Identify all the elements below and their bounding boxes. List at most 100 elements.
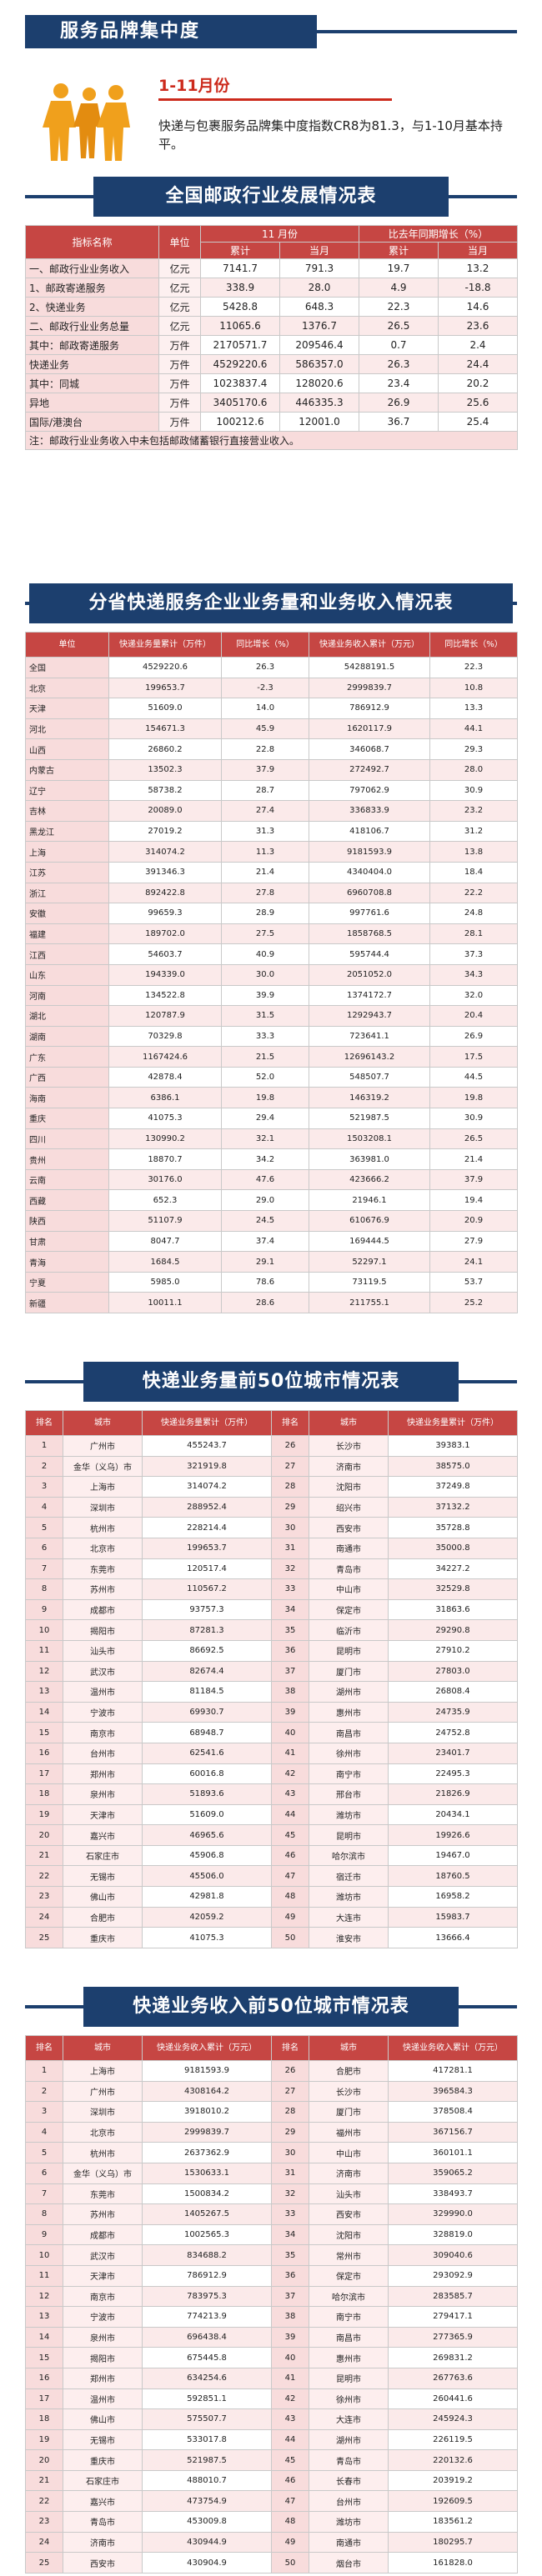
- city-cell: 佛山市: [63, 1886, 143, 1908]
- province-cell: 重庆: [25, 1108, 109, 1129]
- national-table: 指标名称 单位 11 月份 比去年同期增长（%） 累计 当月 累计 当月 一、邮…: [25, 225, 518, 450]
- city-revenue-title: 快递业务收入前50位城市情况表: [83, 1987, 459, 2027]
- value-cell: 2637362.9: [142, 2142, 272, 2163]
- rank-cell: 37: [271, 1660, 309, 1683]
- value-cell: 488010.7: [142, 2469, 272, 2492]
- value-cell: 634254.6: [142, 2367, 272, 2389]
- city-cell: 杭州市: [63, 1517, 143, 1538]
- rank-cell: 50: [271, 2552, 309, 2573]
- value-cell: 791.3: [279, 258, 359, 278]
- header-indicator: 指标名称: [25, 225, 159, 259]
- value-cell: 52.0: [221, 1066, 309, 1088]
- value-cell: 1405267.5: [142, 2203, 272, 2225]
- city-cell: 沈阳市: [309, 2223, 389, 2246]
- value-cell: 226119.5: [388, 2428, 518, 2451]
- unit-cell: 万件: [158, 373, 201, 393]
- value-cell: 22.3: [429, 657, 518, 678]
- city-cell: 嘉兴市: [63, 2490, 143, 2513]
- value-cell: 18.4: [429, 861, 518, 883]
- value-cell: 21.5: [221, 1046, 309, 1068]
- rank-cell: 4: [25, 1496, 63, 1518]
- province-cell: 广东: [25, 1046, 109, 1068]
- table-row: 4 北京市 2999839.7 29 福州市 367156.7: [25, 2121, 518, 2143]
- value-cell: 31863.6: [388, 1598, 518, 1621]
- city-cell: 中山市: [309, 1578, 389, 1600]
- table-row: 安徽 99659.3 28.9 997761.6 24.8: [25, 903, 518, 924]
- rank-cell: 14: [25, 2326, 63, 2348]
- rank-cell: 37: [271, 2285, 309, 2308]
- rank-cell: 1: [25, 2060, 63, 2082]
- indicator-cell: 其中：邮政寄递服务: [25, 335, 159, 355]
- city-cell: 天津市: [63, 1803, 143, 1826]
- city-cell: 无锡市: [63, 2428, 143, 2451]
- city-cell: 北京市: [63, 1537, 143, 1559]
- rank-cell: 22: [25, 1865, 63, 1888]
- rank-cell: 44: [271, 2428, 309, 2451]
- unit-cell: 万件: [158, 354, 201, 374]
- table-row: 13 宁波市 774213.9 38 南宁市 279417.1: [25, 2306, 518, 2328]
- province-cell: 四川: [25, 1128, 109, 1150]
- table-row: 10 武汉市 834688.2 35 常州市 309040.6: [25, 2244, 518, 2266]
- city-cell: 西安市: [309, 2203, 389, 2225]
- unit-cell: 亿元: [158, 297, 201, 317]
- table-row: 23 佛山市 42981.8 48 潍坊市 16958.2: [25, 1886, 518, 1908]
- rank-cell: 30: [271, 1517, 309, 1538]
- rank-cell: 15: [25, 2347, 63, 2368]
- value-cell: 321919.8: [142, 1455, 272, 1478]
- header-cell: 快递业务收入累计（万元）: [388, 2035, 518, 2061]
- value-cell: 12001.0: [279, 412, 359, 432]
- rank-cell: 8: [25, 2203, 63, 2225]
- value-cell: 21.4: [429, 1148, 518, 1170]
- province-table: 单位 快递业务量累计（万件） 同比增长（%） 快递业务收入累计（万元） 同比增长（%） …: [25, 632, 518, 1313]
- province-cell: 吉林: [25, 800, 109, 822]
- table-row: 湖北 120787.9 31.5 1292943.7 20.4: [25, 1005, 518, 1027]
- rank-cell: 41: [271, 1742, 309, 1764]
- value-cell: 1023837.4: [200, 373, 280, 393]
- value-cell: 430944.9: [142, 2531, 272, 2553]
- value-cell: 23.4: [359, 373, 439, 393]
- value-cell: 27.9: [429, 1230, 518, 1253]
- rank-cell: 43: [271, 1783, 309, 1805]
- rank-cell: 41: [271, 2367, 309, 2389]
- table-row: 四川 130990.2 32.1 1503208.1 26.5: [25, 1128, 518, 1150]
- city-cell: 惠州市: [309, 2347, 389, 2368]
- table-row: 广东 1167424.6 21.5 12696143.2 17.5: [25, 1046, 518, 1068]
- table-row: 黑龙江 27019.2 31.3 418106.7 31.2: [25, 820, 518, 843]
- value-cell: 30.0: [221, 963, 309, 986]
- city-cell: 嘉兴市: [63, 1824, 143, 1846]
- table-row: 15 揭阳市 675445.8 40 惠州市 269831.2: [25, 2347, 518, 2368]
- header-cell: 城市: [309, 1410, 389, 1436]
- rank-cell: 7: [25, 1558, 63, 1580]
- table-row: 24 济南市 430944.9 49 南通市 180295.7: [25, 2531, 518, 2553]
- city-cell: 济南市: [63, 2531, 143, 2553]
- value-cell: 269831.2: [388, 2347, 518, 2368]
- value-cell: 28.7: [221, 779, 309, 802]
- value-cell: 1292943.7: [309, 1005, 430, 1027]
- table-row: 16 郑州市 634254.6 41 昆明市 267763.6: [25, 2367, 518, 2389]
- value-cell: 314074.2: [142, 1476, 272, 1498]
- rank-cell: 32: [271, 1558, 309, 1580]
- value-cell: 1167424.6: [108, 1046, 222, 1068]
- table-row: 2 金华（义乌）市 321919.8 27 济南市 38575.0: [25, 1455, 518, 1478]
- header-cell: 快递业务收入累计（万元）: [142, 2035, 272, 2061]
- value-cell: 783975.3: [142, 2285, 272, 2308]
- table-row: 20 嘉兴市 46965.6 45 昆明市 19926.6: [25, 1824, 518, 1846]
- city-cell: 惠州市: [309, 1701, 389, 1723]
- city-cell: 苏州市: [63, 1578, 143, 1600]
- rank-cell: 25: [25, 2552, 63, 2573]
- city-cell: 临沂市: [309, 1619, 389, 1641]
- rank-cell: 31: [271, 2162, 309, 2184]
- city-cell: 石家庄市: [63, 2469, 143, 2492]
- value-cell: 391346.3: [108, 861, 222, 883]
- city-cell: 南通市: [309, 2531, 389, 2553]
- value-cell: 13.3: [429, 698, 518, 719]
- value-cell: 27.8: [221, 882, 309, 904]
- rank-cell: 17: [25, 2388, 63, 2410]
- city-cell: 邢台市: [309, 1783, 389, 1805]
- value-cell: 14.6: [438, 297, 518, 317]
- city-cell: 湖州市: [309, 2428, 389, 2451]
- city-cell: 济南市: [309, 1455, 389, 1478]
- value-cell: 45506.0: [142, 1865, 272, 1888]
- value-cell: 29.3: [429, 738, 518, 760]
- city-cell: 徐州市: [309, 1742, 389, 1764]
